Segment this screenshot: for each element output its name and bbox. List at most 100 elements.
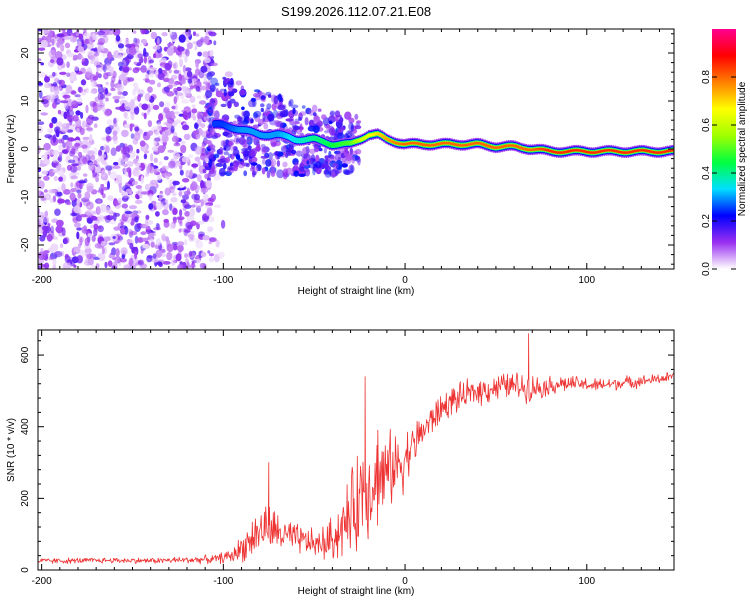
noise-speckle	[44, 76, 50, 83]
noise-speckle	[196, 118, 202, 125]
noise-speckle	[81, 91, 87, 96]
noise-speckle	[52, 102, 57, 109]
noise-speckle	[132, 30, 137, 34]
noise-speckle	[142, 237, 149, 242]
noise-speckle	[38, 58, 42, 62]
noise-speckle	[52, 71, 56, 77]
transition-blob	[251, 148, 257, 156]
noise-speckle	[50, 225, 54, 234]
noise-speckle	[208, 197, 213, 207]
noise-speckle	[192, 130, 200, 135]
noise-speckle	[92, 174, 97, 179]
noise-speckle	[178, 34, 186, 43]
noise-speckle	[76, 255, 83, 264]
noise-speckle	[71, 100, 79, 108]
noise-speckle	[184, 210, 190, 217]
noise-speckle	[147, 120, 153, 128]
noise-speckle	[101, 186, 109, 191]
noise-speckle	[161, 134, 169, 143]
noise-speckle	[112, 165, 121, 170]
transition-blob	[223, 151, 229, 156]
spectrogram-ytick-label: 20	[20, 47, 31, 59]
noise-speckle	[201, 180, 207, 187]
noise-speckle	[112, 95, 121, 100]
noise-speckle	[132, 82, 139, 88]
transition-blob	[272, 152, 276, 157]
noise-speckle	[76, 227, 83, 231]
noise-speckle	[53, 162, 59, 167]
noise-speckle	[132, 89, 137, 96]
noise-speckle	[64, 255, 71, 263]
noise-speckle	[135, 38, 140, 45]
noise-speckle	[63, 236, 70, 244]
transition-blob	[295, 150, 303, 157]
noise-speckle	[157, 82, 161, 88]
noise-speckle	[38, 145, 41, 154]
noise-speckle	[159, 62, 166, 66]
noise-speckle	[129, 205, 137, 210]
noise-speckle	[87, 233, 92, 238]
transition-blob	[270, 142, 277, 148]
noise-speckle	[182, 64, 186, 73]
noise-speckle	[108, 66, 114, 73]
noise-speckle	[55, 121, 63, 129]
noise-speckle	[57, 186, 62, 193]
noise-speckle	[42, 216, 49, 223]
noise-speckle	[173, 151, 179, 160]
noise-speckle	[70, 32, 74, 36]
transition-blob	[290, 149, 297, 155]
transition-blob	[331, 171, 336, 179]
noise-speckle	[128, 257, 134, 267]
noise-speckle	[86, 182, 94, 191]
noise-speckle	[106, 119, 113, 126]
noise-speckle	[61, 183, 66, 192]
noise-speckle	[97, 214, 106, 222]
colorbar-label: Normalized spectral amplitude	[737, 81, 748, 216]
noise-speckle	[40, 39, 48, 48]
noise-speckle	[177, 46, 185, 52]
noise-speckle	[142, 243, 150, 249]
colorbar-tick-label: 0.0	[701, 262, 712, 276]
transition-blob	[266, 103, 272, 110]
noise-speckle	[44, 189, 48, 193]
transition-blob	[279, 110, 288, 118]
noise-speckle	[152, 45, 161, 50]
noise-speckle	[117, 197, 122, 204]
noise-speckle	[81, 120, 87, 128]
noise-speckle	[105, 81, 109, 86]
noise-speckle	[43, 142, 51, 151]
noise-speckle	[159, 101, 165, 108]
noise-speckle	[122, 91, 128, 96]
noise-speckle	[136, 237, 144, 243]
noise-speckle	[186, 187, 191, 196]
noise-speckle	[172, 105, 176, 111]
transition-blob	[292, 124, 299, 130]
noise-speckle	[49, 59, 55, 63]
transition-blob	[326, 123, 331, 131]
noise-speckle	[129, 231, 138, 236]
transition-blob	[312, 125, 320, 134]
noise-speckle	[57, 157, 61, 161]
noise-speckle	[162, 209, 169, 216]
transition-blob	[301, 147, 310, 156]
noise-speckle	[180, 140, 186, 145]
noise-speckle	[112, 135, 118, 141]
noise-speckle	[140, 29, 146, 35]
figure-title: S199.2026.112.07.21.E08	[281, 4, 431, 19]
noise-speckle	[155, 183, 159, 189]
noise-speckle	[197, 220, 205, 225]
transition-blob	[292, 107, 296, 115]
noise-speckle	[66, 52, 75, 58]
noise-speckle	[85, 209, 94, 216]
noise-speckle	[80, 67, 86, 74]
noise-speckle	[97, 30, 106, 36]
noise-speckle	[139, 140, 146, 147]
noise-speckle	[97, 225, 104, 233]
noise-speckle	[195, 86, 201, 92]
noise-speckle	[100, 240, 108, 247]
noise-speckle	[44, 134, 53, 139]
noise-speckle	[149, 182, 156, 187]
noise-speckle	[196, 95, 202, 99]
noise-speckle	[182, 124, 190, 131]
